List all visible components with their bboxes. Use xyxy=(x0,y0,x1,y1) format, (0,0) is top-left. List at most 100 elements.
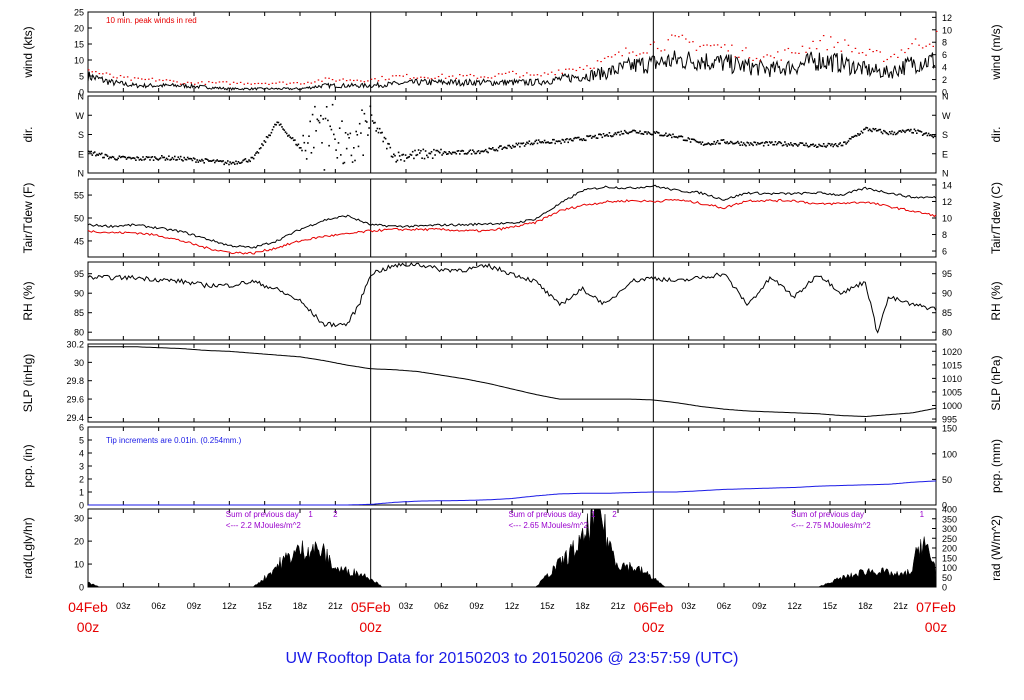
x-date-time-label: 00z xyxy=(925,619,948,635)
ytick-label-right-rad: 100 xyxy=(942,563,957,573)
rad-sum-label: Sum of previous day xyxy=(508,510,581,519)
ytick-label-right-wind: 4 xyxy=(942,63,947,73)
ytick-label-right-dir: N xyxy=(942,169,949,179)
ytick-label-right-rad: 350 xyxy=(942,514,957,524)
x-hour-label: 18z xyxy=(575,601,590,611)
ytick-label-right-dir: S xyxy=(942,130,948,140)
ytick-label-left-wind: 5 xyxy=(79,72,84,82)
x-date-label: 05Feb xyxy=(351,599,391,615)
ytick-label-right-slp: 1015 xyxy=(942,360,962,370)
ytick-label-left-rad: 20 xyxy=(74,537,84,547)
ytick-label-left-temp: 45 xyxy=(74,236,84,246)
ytick-label-left-rad: 10 xyxy=(74,560,84,570)
ylabel-right-wind: wind (m/s) xyxy=(989,24,1003,80)
x-hour-label: 03z xyxy=(116,601,131,611)
precip-annotation: Tip increments are 0.01in. (0.254mm.) xyxy=(106,436,242,445)
ytick-label-left-pcp: 4 xyxy=(79,449,84,459)
ytick-label-left-wind: 10 xyxy=(74,56,84,66)
x-hour-label: 15z xyxy=(540,601,555,611)
ytick-label-left-slp: 29.6 xyxy=(66,395,84,405)
ytick-label-left-pcp: 5 xyxy=(79,436,84,446)
ytick-label-left-pcp: 0 xyxy=(79,501,84,511)
ytick-label-left-dir: N xyxy=(78,169,85,179)
ytick-label-left-dir: N xyxy=(78,92,85,102)
ytick-label-right-slp: 1000 xyxy=(942,401,962,411)
ytick-label-right-temp: 6 xyxy=(942,247,947,257)
x-hour-label: 15z xyxy=(257,601,272,611)
x-hour-label: 12z xyxy=(222,601,237,611)
x-hour-label: 06z xyxy=(717,601,732,611)
x-hour-label: 15z xyxy=(823,601,838,611)
ytick-label-left-wind: 20 xyxy=(74,24,84,34)
ytick-label-right-rad: 300 xyxy=(942,524,957,534)
ylabel-left-rh: RH (%) xyxy=(21,281,35,320)
ytick-label-right-slp: 1010 xyxy=(942,374,962,384)
panel-frame-temp xyxy=(87,178,937,258)
ytick-label-left-slp: 30 xyxy=(74,358,84,368)
x-date-time-label: 00z xyxy=(642,619,665,635)
ytick-label-right-rh: 95 xyxy=(942,269,952,279)
ylabel-left-dir: dir. xyxy=(21,126,35,142)
x-hour-label: 21z xyxy=(328,601,343,611)
ytick-label-left-temp: 55 xyxy=(74,191,84,201)
ytick-label-right-rh: 80 xyxy=(942,328,952,338)
ytick-label-left-rad: 0 xyxy=(79,583,84,593)
series-pcp-precip xyxy=(88,480,936,506)
ytick-label-right-wind: 10 xyxy=(942,25,952,35)
ylabel-left-temp: Tair/Tdew (F) xyxy=(21,183,35,254)
x-date-time-label: 00z xyxy=(77,619,100,635)
ytick-label-right-dir: E xyxy=(942,149,948,159)
rad-day-marker: 1 xyxy=(591,510,596,519)
ytick-label-left-slp: 29.4 xyxy=(66,413,84,423)
ytick-label-left-rh: 95 xyxy=(74,269,84,279)
ytick-label-right-temp: 14 xyxy=(942,180,952,190)
x-date-label: 07Feb xyxy=(916,599,956,615)
series-dir-direction xyxy=(88,103,937,171)
ytick-label-right-pcp: 0 xyxy=(942,501,947,511)
x-hour-label: 12z xyxy=(787,601,802,611)
ylabel-right-temp: Tair/Tdew (C) xyxy=(989,182,1003,254)
ytick-label-right-rad: 400 xyxy=(942,505,957,515)
ytick-label-right-dir: N xyxy=(942,92,949,102)
x-date-label: 04Feb xyxy=(68,599,108,615)
ytick-label-left-slp: 29.8 xyxy=(66,376,84,386)
x-hour-label: 21z xyxy=(893,601,908,611)
ylabel-right-slp: SLP (hPa) xyxy=(989,355,1003,410)
x-hour-label: 03z xyxy=(681,601,696,611)
rad-sum-value: <--- 2.65 MJoules/m^2 xyxy=(508,521,588,530)
ytick-label-right-pcp: 150 xyxy=(942,424,957,434)
ytick-label-left-wind: 25 xyxy=(74,8,84,18)
x-hour-label: 06z xyxy=(434,601,449,611)
ytick-label-right-wind: 0 xyxy=(942,88,947,98)
ytick-label-left-temp: 50 xyxy=(74,214,84,224)
ytick-label-left-dir: S xyxy=(78,130,84,140)
ytick-label-left-pcp: 6 xyxy=(79,423,84,433)
series-temp-tair xyxy=(87,184,937,249)
panel-frame-slp xyxy=(87,343,937,423)
ytick-label-right-wind: 2 xyxy=(942,75,947,85)
ytick-label-left-rad: 30 xyxy=(74,514,84,524)
rad-day-marker: 1 xyxy=(920,510,925,519)
ytick-label-right-rad: 200 xyxy=(942,544,957,554)
wind-annotation: 10 min. peak winds in red xyxy=(106,16,197,25)
ytick-label-left-rh: 80 xyxy=(74,328,84,338)
x-hour-label: 09z xyxy=(752,601,767,611)
x-date-time-label: 00z xyxy=(359,619,382,635)
ytick-label-left-pcp: 3 xyxy=(79,462,84,472)
rad-sum-label: Sum of previous day xyxy=(226,510,299,519)
x-hour-label: 12z xyxy=(505,601,520,611)
ytick-label-right-rad: 0 xyxy=(942,583,947,593)
ytick-label-left-rh: 90 xyxy=(74,289,84,299)
ytick-label-left-wind: 15 xyxy=(74,40,84,50)
ylabel-right-dir: dir. xyxy=(989,126,1003,142)
rad-sum-value: <--- 2.2 MJoules/m^2 xyxy=(226,521,302,530)
panel-frame-rh xyxy=(87,261,937,341)
ytick-label-right-rad: 150 xyxy=(942,553,957,563)
x-hour-label: 09z xyxy=(187,601,202,611)
x-hour-label: 21z xyxy=(611,601,626,611)
ytick-label-left-pcp: 1 xyxy=(79,488,84,498)
x-hour-label: 03z xyxy=(399,601,414,611)
series-wind-wind xyxy=(87,50,936,91)
ytick-label-right-temp: 12 xyxy=(942,197,952,207)
